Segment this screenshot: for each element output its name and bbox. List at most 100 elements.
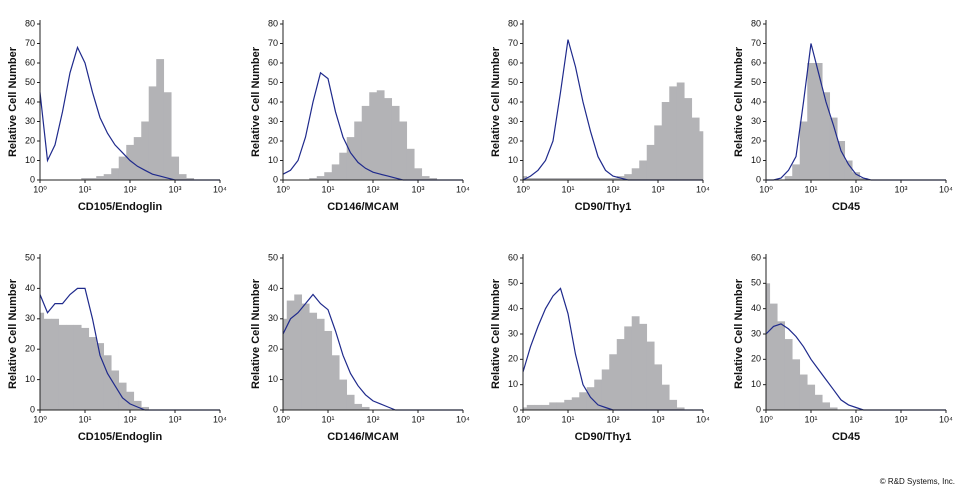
x-tick-label: 10³ [168,414,181,424]
x-axis-label: CD45 [832,431,860,443]
y-tick-label: 10 [268,155,278,165]
y-tick-label: 20 [751,135,761,145]
histogram-bar [654,125,663,180]
histogram-bar [43,318,52,410]
y-tick-label: 60 [751,252,761,262]
y-tick-label: 60 [508,57,518,67]
histogram-bar [586,387,595,410]
histogram-bar [769,303,778,410]
histogram-bar [171,156,180,180]
histogram-bar [73,324,82,410]
panel: 0 10 20 30 40 50 10⁰ 10¹ 10² 10³ 10⁴ CD146/MCAM Rela… [250,252,470,443]
y-tick-label: 40 [508,96,518,106]
histogram-bar [646,341,655,410]
x-tick-label: 10² [849,414,862,424]
x-axis-label: CD105/Endoglin [78,201,163,213]
y-tick-label: 40 [25,283,35,293]
histogram-bar [784,339,793,410]
y-tick-label: 40 [751,96,761,106]
y-tick-label: 30 [508,328,518,338]
y-tick-label: 50 [268,252,278,262]
y-tick-label: 50 [508,278,518,288]
histogram-bar [354,403,363,410]
histogram-bar [376,90,385,180]
y-tick-label: 30 [268,116,278,126]
histogram-bar [324,172,333,180]
histogram-bar [51,318,60,410]
histogram-bar [594,178,603,180]
histogram-bar [564,399,573,410]
x-axis-label: CD90/Thy1 [575,431,632,443]
x-tick-label: 10¹ [321,414,334,424]
histogram-bar [571,178,580,180]
x-tick-label: 10³ [894,184,907,194]
histogram-bar [852,172,861,180]
histogram-bar [88,337,97,410]
histogram-bar [684,98,693,180]
panel: 0 10 20 30 40 50 60 70 80 10⁰ 10¹ 10² 10³ 10⁴ CD90/Thy… [490,18,710,213]
y-tick-label: 70 [25,38,35,48]
histogram-bar [792,359,801,410]
y-tick-label: 30 [751,328,761,338]
histogram-bar [96,343,105,410]
histogram-bar [133,400,142,410]
y-tick-label: 80 [508,18,518,28]
histogram-bar [586,178,595,180]
x-tick-label: 10⁰ [516,184,530,194]
histogram-bar [631,316,640,410]
y-tick-label: 40 [508,303,518,313]
x-tick-label: 10¹ [561,184,574,194]
histogram-bar [564,178,573,180]
y-axis-label: Relative Cell Number [490,46,502,157]
y-tick-label: 40 [751,303,761,313]
histogram-bar [526,178,535,180]
x-tick-label: 10⁴ [456,414,470,424]
histogram-bar [301,303,310,410]
x-tick-label: 10⁰ [276,414,290,424]
histogram-bar [541,178,550,180]
y-tick-label: 0 [30,404,35,414]
y-tick-label: 30 [268,313,278,323]
y-tick-label: 30 [751,116,761,126]
y-tick-label: 50 [751,77,761,87]
histogram-bar [58,324,67,410]
y-axis-label: Relative Cell Number [7,278,19,389]
histogram-bar [421,176,430,180]
histogram-bar [792,164,801,180]
y-tick-label: 10 [25,155,35,165]
y-tick-label: 0 [273,174,278,184]
histogram-bar [346,394,355,410]
histogram-bar [691,117,700,180]
histogram-bar [88,178,97,180]
histogram-bar [807,63,816,180]
y-axis-label: Relative Cell Number [250,278,262,389]
histogram-bar [669,399,678,410]
x-tick-label: 10³ [651,414,664,424]
x-tick-label: 10⁴ [696,414,710,424]
histogram-bar [399,121,408,180]
histogram-bar [814,63,823,180]
histogram-bar [96,176,105,180]
panel: 0 10 20 30 40 50 60 10⁰ 10¹ 10² 10³ 10⁴ CD45 Relative… [733,252,953,443]
histogram-bar [178,174,187,180]
histogram-bar [526,404,535,410]
histogram-line [766,43,946,181]
histogram-bar [324,330,333,410]
y-tick-label: 30 [508,116,518,126]
histogram-bar [807,384,816,410]
histogram-bar [406,148,415,180]
histogram-bar [523,176,528,180]
y-tick-label: 20 [25,344,35,354]
x-axis-label: CD146/MCAM [327,431,399,443]
histogram-bar [661,384,670,410]
histogram-bar [316,176,325,180]
histogram-bar [40,312,45,410]
y-axis-label: Relative Cell Number [733,278,745,389]
histogram-bar [829,407,838,410]
histogram-bar [309,178,318,180]
histogram-bar [523,407,528,410]
histogram-bar [844,160,853,180]
y-tick-label: 50 [25,77,35,87]
histogram-bar [669,86,678,180]
